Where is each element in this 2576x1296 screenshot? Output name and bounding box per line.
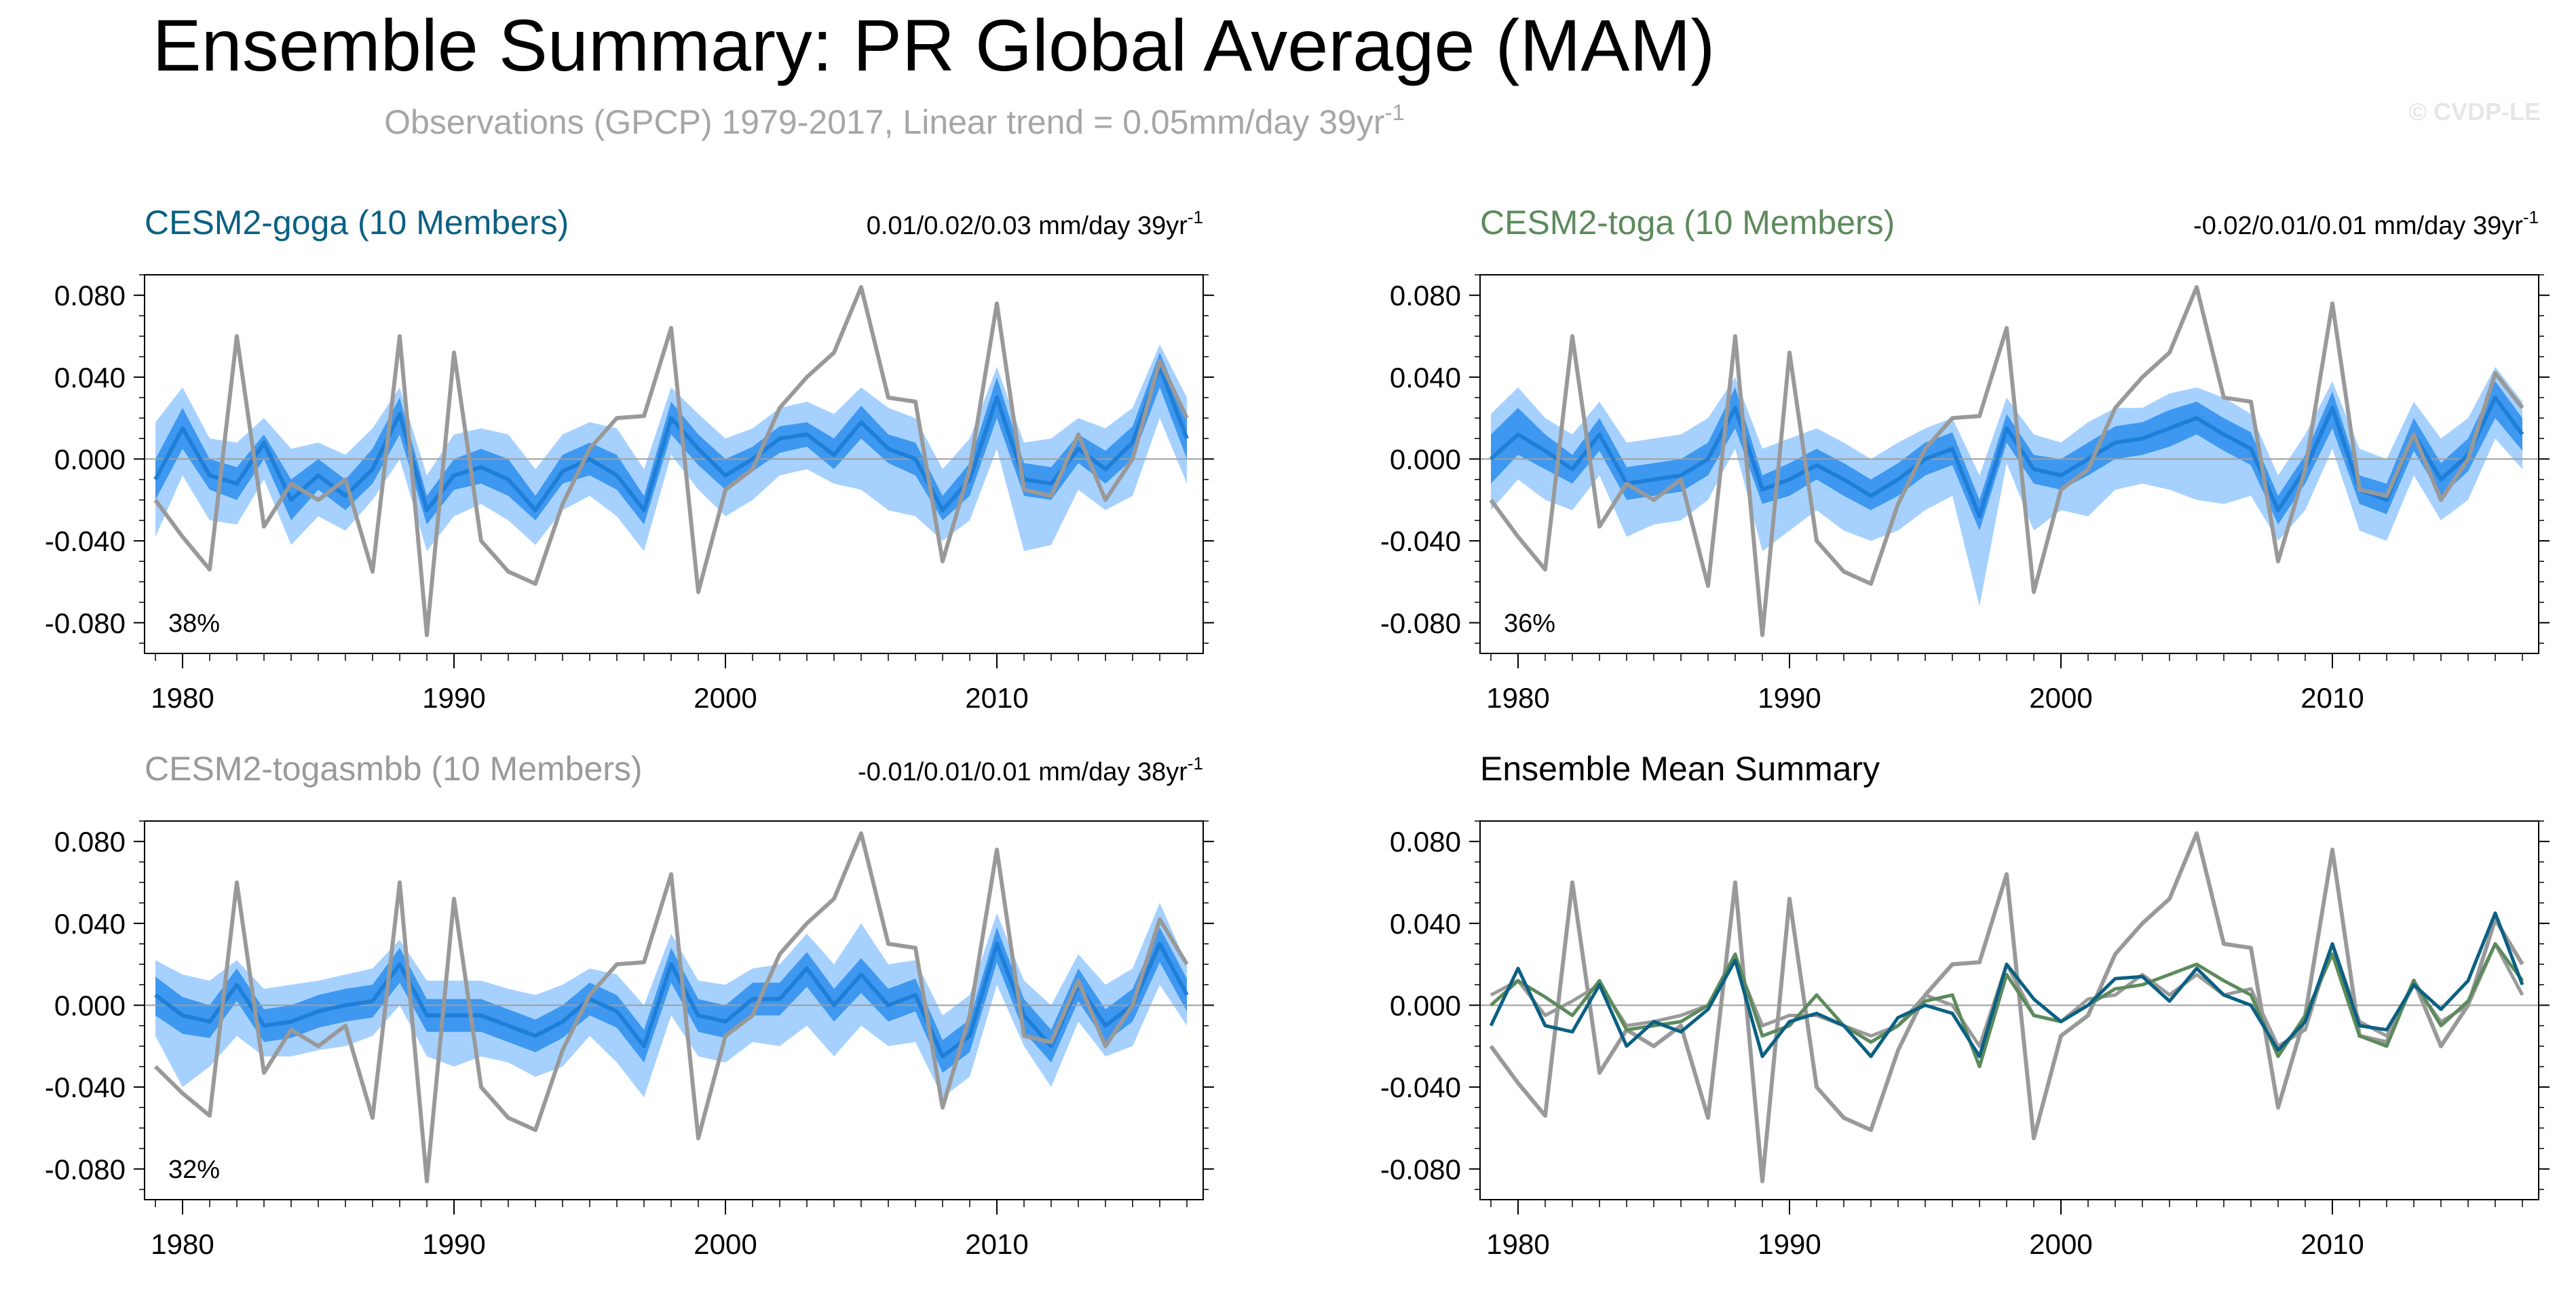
ensemble-mean-line bbox=[1489, 396, 2524, 518]
figure-subtitle: Observations (GPCP) 1979-2017, Linear tr… bbox=[384, 100, 1405, 141]
y-tick-label: 0.040 bbox=[54, 908, 126, 940]
x-tick-label: 2000 bbox=[694, 682, 757, 714]
plot-frame bbox=[1479, 274, 2539, 654]
y-tick-label: 0.040 bbox=[1390, 908, 1461, 940]
y-tick-label: 0.080 bbox=[54, 826, 126, 858]
panel-toga: CESM2-toga (10 Members) -0.02/0.01/0.01 m… bbox=[1380, 204, 2550, 714]
x-tick-label: 2010 bbox=[2300, 682, 2364, 714]
panel-trend-sup: -1 bbox=[1188, 753, 1203, 774]
figure-subtitle-text: Observations (GPCP) 1979-2017, Linear tr… bbox=[384, 103, 1384, 141]
percent-label: 32% bbox=[168, 1156, 220, 1184]
panel-togasmbb: CESM2-togasmbb (10 Members) -0.01/0.01/0.… bbox=[45, 750, 1214, 1260]
y-tick-label: -0.080 bbox=[1380, 1154, 1461, 1185]
plot-frame bbox=[144, 274, 1204, 654]
panel-title: CESM2-togasmbb (10 Members) bbox=[145, 750, 643, 788]
x-tick-label: 2010 bbox=[965, 1228, 1028, 1260]
observations-line bbox=[153, 285, 1189, 637]
panel-trend-sup: -1 bbox=[1188, 207, 1203, 227]
y-tick-label: -0.080 bbox=[45, 1154, 126, 1185]
panel-trend-label: -0.01/0.01/0.01 mm/day 38yr-1 bbox=[858, 753, 1203, 786]
ensemble-mean-line bbox=[154, 942, 1189, 1059]
y-tick-label: -0.040 bbox=[1380, 1071, 1461, 1103]
x-tick-label: 1980 bbox=[151, 682, 214, 714]
x-tick-label: 1990 bbox=[422, 1228, 485, 1260]
y-tick-label: -0.040 bbox=[45, 525, 126, 557]
plot-frame bbox=[1479, 820, 2539, 1200]
observations-line bbox=[1489, 285, 2524, 637]
line-observations bbox=[1489, 831, 2524, 1183]
y-tick-label: -0.040 bbox=[1380, 525, 1461, 557]
x-tick-label: 1990 bbox=[1758, 1228, 1821, 1260]
y-tick-label: -0.080 bbox=[45, 607, 126, 639]
panels: CESM2-goga (10 Members) 0.01/0.02/0.03 mm… bbox=[45, 204, 2550, 1260]
figure-subtitle-sup: -1 bbox=[1385, 100, 1405, 125]
ensemble-mean-line bbox=[153, 364, 1189, 512]
y-tick-label: 0.040 bbox=[54, 362, 126, 394]
y-tick-label: 0.080 bbox=[1390, 826, 1461, 858]
y-tick-label: 0.000 bbox=[54, 443, 126, 475]
y-tick-label: 0.080 bbox=[1390, 280, 1461, 311]
ensemble-outer-band bbox=[1491, 366, 2522, 607]
panel-title: CESM2-toga (10 Members) bbox=[1480, 204, 1895, 242]
x-tick-label: 1980 bbox=[151, 1228, 214, 1260]
y-tick-label: 0.080 bbox=[54, 280, 126, 311]
x-tick-label: 2010 bbox=[965, 682, 1028, 714]
panel-goga: CESM2-goga (10 Members) 0.01/0.02/0.03 mm… bbox=[45, 204, 1214, 714]
plot-frame bbox=[144, 820, 1204, 1200]
x-tick-label: 2000 bbox=[2029, 682, 2092, 714]
y-tick-label: 0.000 bbox=[54, 989, 126, 1021]
ensemble-outer-band bbox=[155, 344, 1187, 552]
panel-mean: Ensemble Mean Summary 0.080 0.040 0.000 -0.0… bbox=[1380, 750, 2550, 1260]
line-cesm2-goga bbox=[1489, 911, 2524, 1059]
panel-trend-sup: -1 bbox=[2523, 207, 2539, 227]
y-tick-label: -0.080 bbox=[1380, 607, 1461, 639]
panel-title: CESM2-goga (10 Members) bbox=[145, 204, 569, 242]
x-tick-label: 2000 bbox=[2029, 1228, 2092, 1260]
panel-trend-text: -0.02/0.01/0.01 mm/day 39yr bbox=[2193, 212, 2523, 240]
panel-title: Ensemble Mean Summary bbox=[1480, 750, 1880, 788]
observations-line bbox=[153, 831, 1189, 1183]
x-tick-label: 2010 bbox=[2300, 1228, 2364, 1260]
panel-trend-label: -0.02/0.01/0.01 mm/day 39yr-1 bbox=[2193, 207, 2539, 240]
ensemble-outer-band bbox=[155, 902, 1187, 1098]
x-tick-label: 1990 bbox=[422, 682, 485, 714]
percent-label: 36% bbox=[1504, 609, 1555, 638]
x-tick-label: 2000 bbox=[694, 1228, 757, 1260]
y-tick-label: 0.040 bbox=[1390, 362, 1461, 394]
panel-trend-text: 0.01/0.02/0.03 mm/day 39yr bbox=[867, 212, 1188, 240]
x-tick-label: 1990 bbox=[1758, 682, 1821, 714]
x-tick-label: 1980 bbox=[1486, 1228, 1549, 1260]
percent-label: 38% bbox=[168, 609, 220, 638]
x-tick-label: 1980 bbox=[1486, 682, 1549, 714]
y-tick-label: 0.000 bbox=[1390, 443, 1461, 475]
y-tick-label: 0.000 bbox=[1390, 989, 1461, 1021]
watermark: © CVDP-LE bbox=[2408, 98, 2541, 126]
y-tick-label: -0.040 bbox=[45, 1071, 126, 1103]
panel-trend-text: -0.01/0.01/0.01 mm/day 38yr bbox=[858, 758, 1188, 786]
figure-title: Ensemble Summary: PR Global Average (MAM… bbox=[153, 4, 1716, 86]
panel-trend-label: 0.01/0.02/0.03 mm/day 39yr-1 bbox=[867, 207, 1203, 240]
